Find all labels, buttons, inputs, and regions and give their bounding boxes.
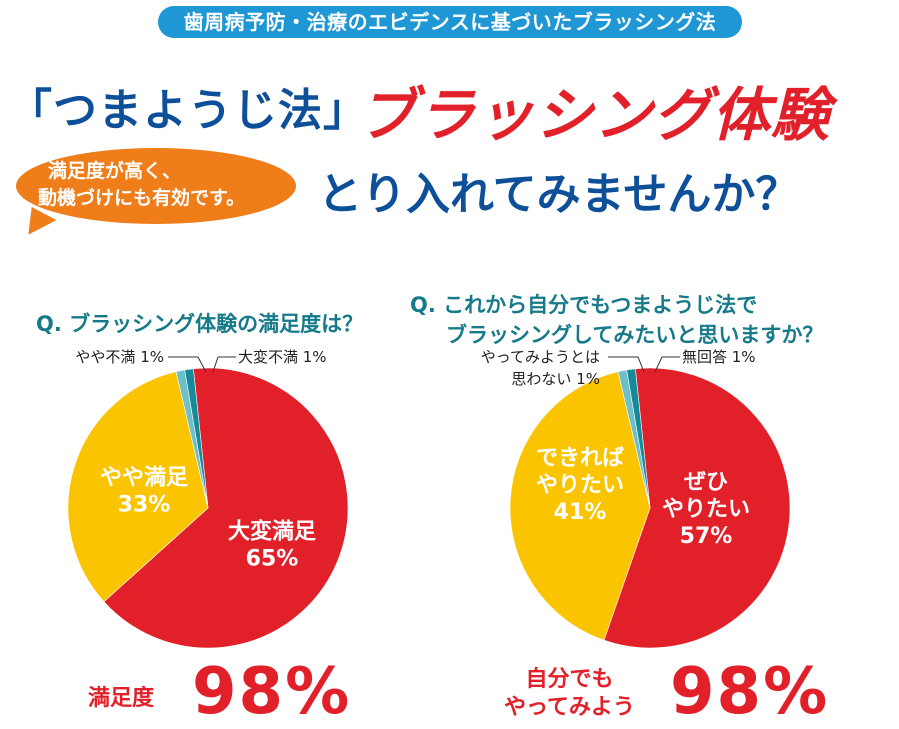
bubble-line-1: 満足度が高く、 <box>48 160 182 182</box>
chart1-slice-4-leader-line <box>212 356 236 373</box>
speech-bubble-text: 満足度が高く、 動機づけにも有効です。 <box>38 158 278 212</box>
chart2-slice-1-label: やりたい <box>662 497 750 522</box>
bubble-line-2: 動機づけにも有効です。 <box>38 187 246 209</box>
speech-bubble <box>16 148 296 224</box>
chart2-slice-3-label: やってみようとは <box>481 348 600 366</box>
chart2-slice-1-label: 57% <box>680 524 733 549</box>
subtitle: とり入れてみませんか？ <box>318 169 800 220</box>
chart1-slice-2 <box>67 371 209 603</box>
chart1-slice-1 <box>103 367 349 649</box>
chart1-slice-2-label: 33% <box>118 493 171 518</box>
chart1-slice-3-label: やや不満 1% <box>75 348 164 366</box>
chart2-slice-1-label: ぜひ <box>684 470 728 495</box>
chart2-slice-3-label: 思わない 1% <box>511 370 600 388</box>
chart2-slice-4 <box>626 368 651 509</box>
chart2-summary-label: 自分でも やってみよう <box>504 666 635 722</box>
chart1-slice-2-label: やや満足 <box>100 465 188 491</box>
chart1-slice-4-label: 大変不満 1% <box>238 348 327 366</box>
chart2-slice-2-label: やりたい <box>536 473 624 498</box>
chart1-slice-1-label: 65% <box>246 547 299 572</box>
chart2-summary-label-line-1: 自分でも <box>525 667 614 692</box>
title-method: 「つまようじ法」 <box>8 85 368 136</box>
title-brushing-experience: ブラッシング体験 <box>358 81 831 149</box>
chart1-slice-1-label: 大変満足 <box>228 519 316 545</box>
header-pill: 歯周病予防・治療のエビデンスに基づいたブラッシング法 <box>158 6 742 38</box>
chart1-slice-3-leader-line <box>168 356 207 373</box>
chart2-question-line-1: Q. これから自分でもつまようじ法で <box>410 293 758 317</box>
chart1-summary-value: 98% <box>192 655 352 729</box>
chart1-question: Q. ブラッシング体験の満足度は？ <box>36 312 364 336</box>
chart2-slice-1 <box>603 367 791 649</box>
chart2-slice-4-leader-line <box>654 356 680 373</box>
chart2-slice-3-leader-line <box>608 356 645 373</box>
speech-bubble-tail <box>19 206 57 244</box>
chart2-summary-value: 98% <box>670 655 830 729</box>
chart2-question-line-2: ブラッシングしてみたいと思いますか？ <box>446 323 824 347</box>
chart1-slice-4 <box>184 368 209 509</box>
chart1-summary-label: 満足度 <box>88 686 155 711</box>
chart2-slice-2-label: 41% <box>554 500 607 525</box>
chart2-slice-2-label: できれば <box>536 446 624 471</box>
chart2-slice-2 <box>509 371 651 641</box>
chart2-summary-label-line-2: やってみよう <box>504 695 635 720</box>
chart2-question: Q. これから自分でもつまようじ法で ブラッシングしてみたいと思いますか？ <box>410 290 823 350</box>
chart2-slice-4-label: 無回答 1% <box>682 348 756 366</box>
